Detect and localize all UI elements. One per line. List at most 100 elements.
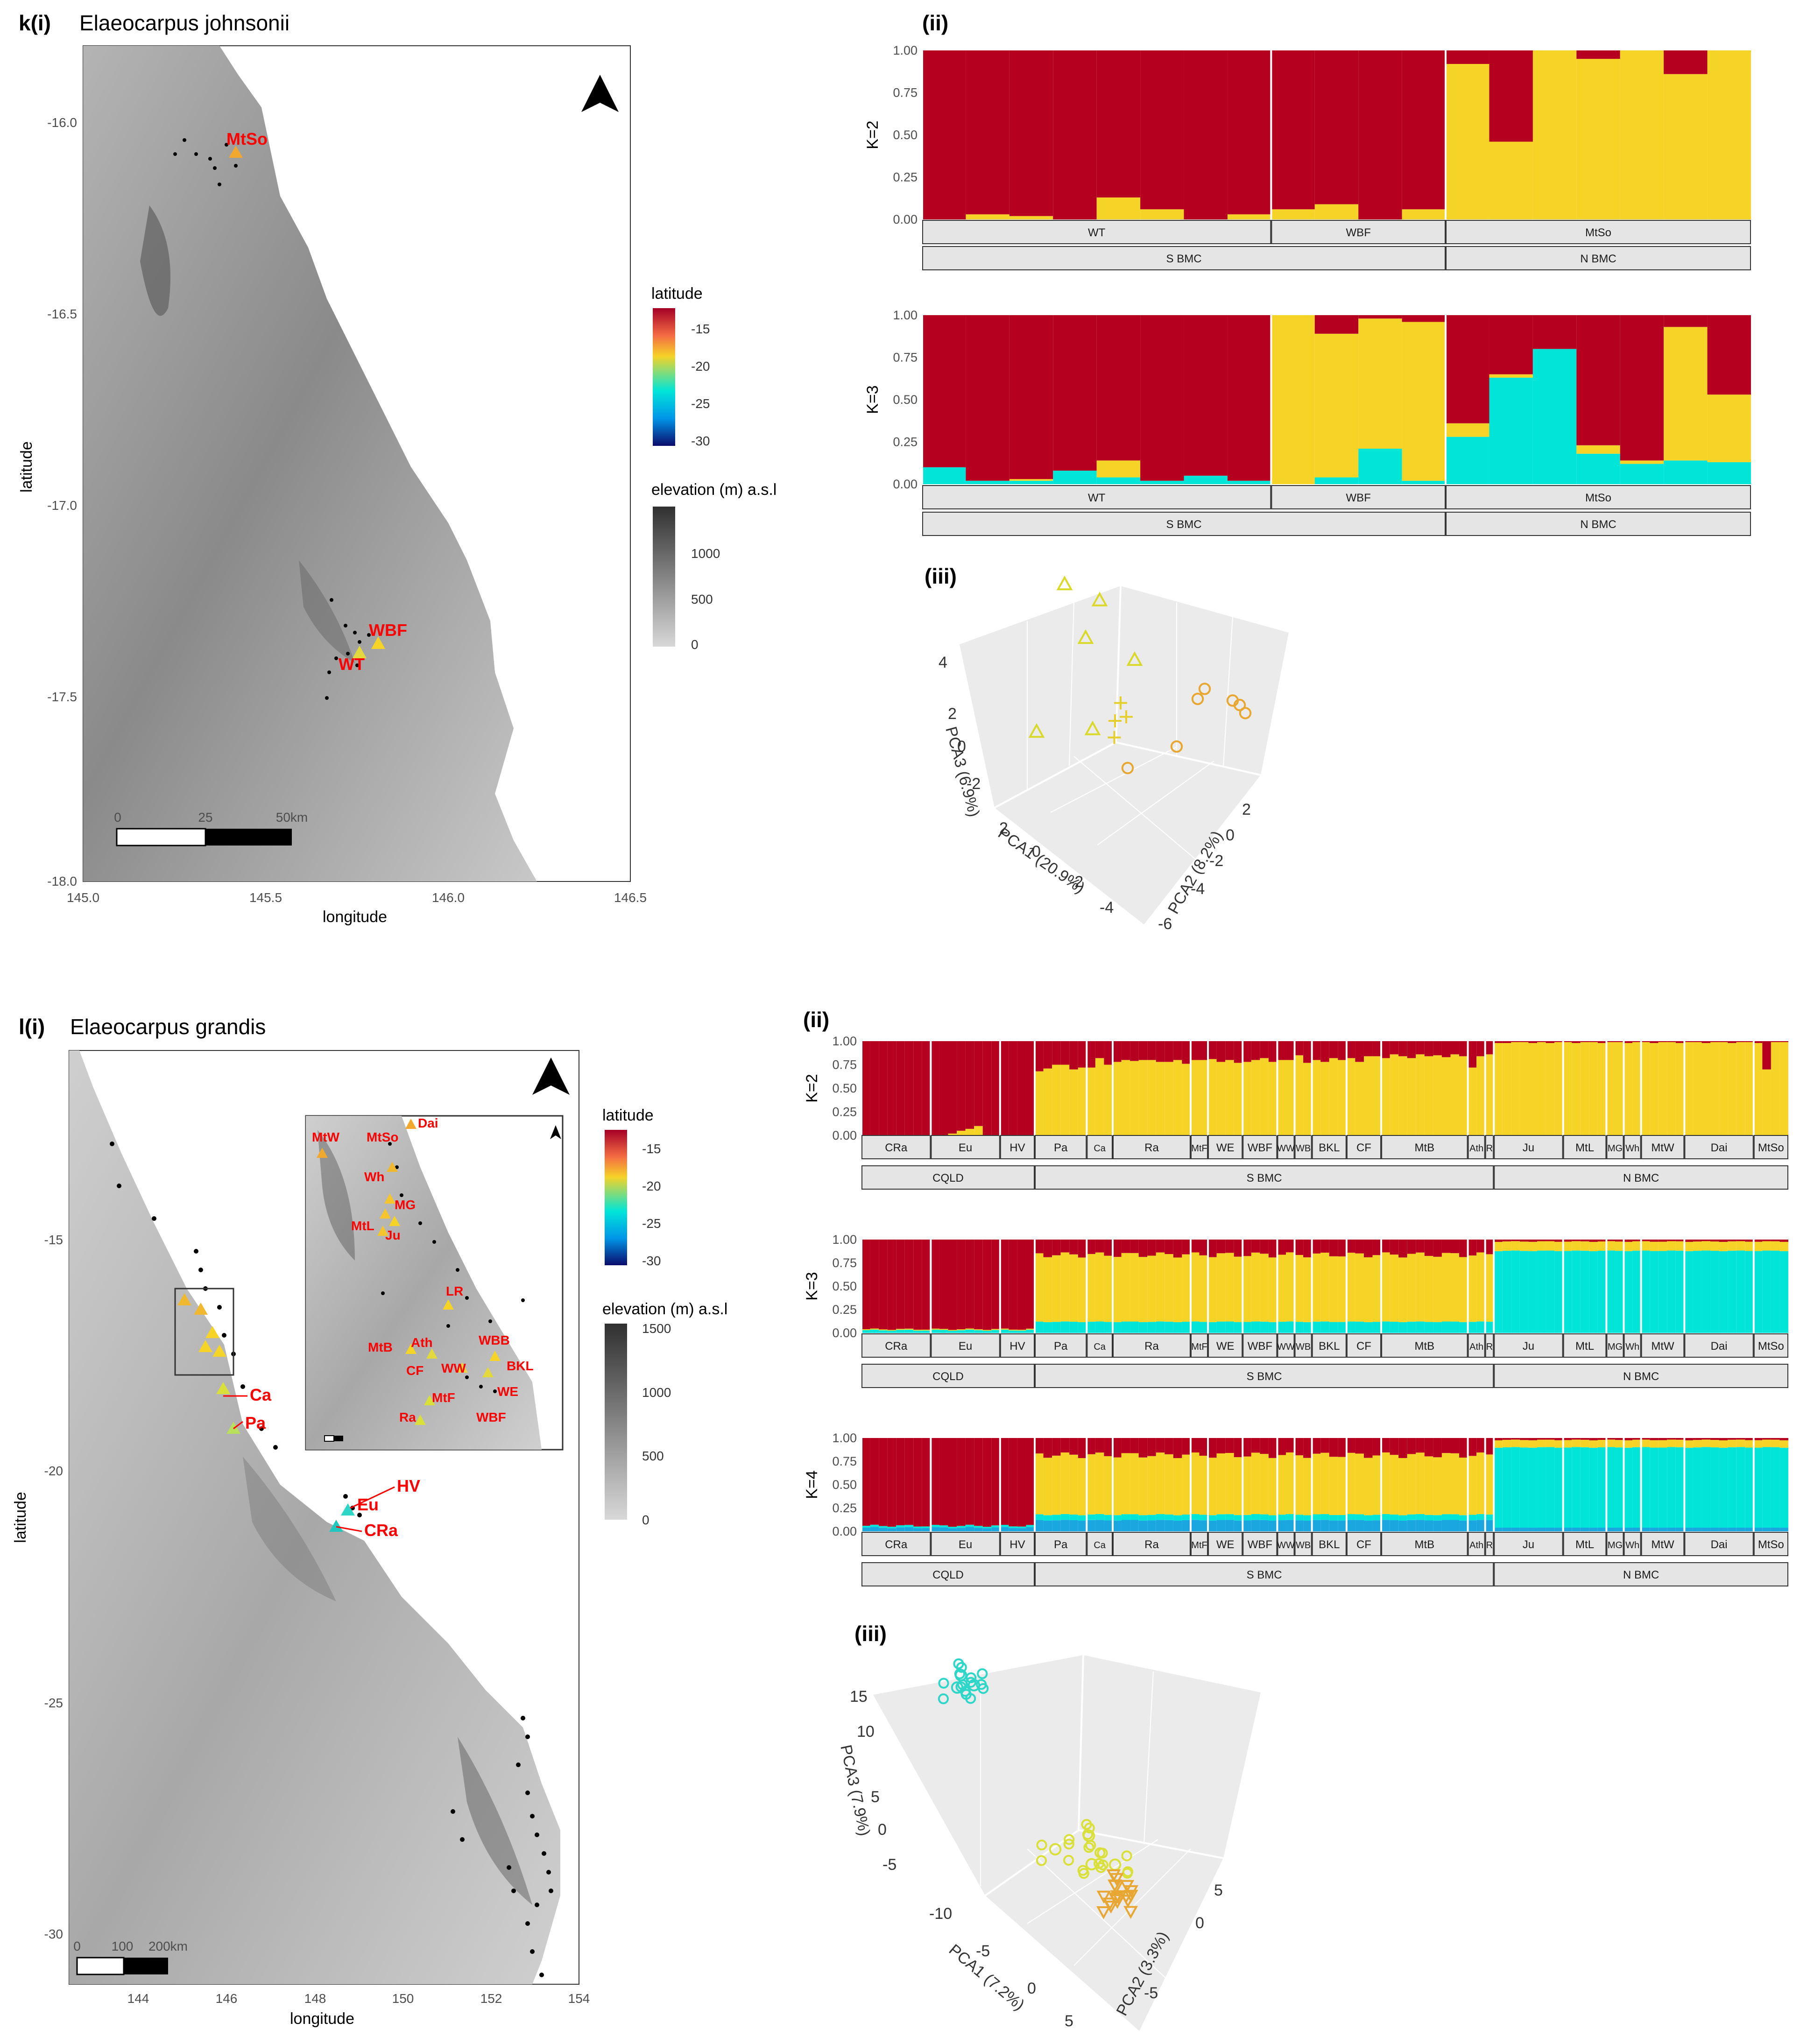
admixture-bar-segment bbox=[1035, 1520, 1044, 1531]
admixture-bar-segment bbox=[1468, 1520, 1477, 1531]
admixture-bar-segment bbox=[1372, 1041, 1382, 1057]
admixture-bar-segment bbox=[1312, 1438, 1321, 1454]
admixture-bar-segment bbox=[1130, 1453, 1139, 1515]
admixture-bar-segment bbox=[1576, 50, 1620, 59]
admixture-bar-segment bbox=[1147, 1520, 1156, 1531]
admixture-bar-segment bbox=[1208, 1438, 1217, 1458]
group-strip-label: CRa bbox=[885, 1340, 908, 1353]
admixture-bar-segment bbox=[1260, 1240, 1269, 1254]
admixture-bar-segment bbox=[1095, 1514, 1104, 1520]
group-strip bbox=[1468, 1135, 1485, 1159]
group-strip-label: CF bbox=[1356, 1340, 1371, 1353]
group-strip-label: MtL bbox=[1575, 1538, 1594, 1551]
pca-point bbox=[1077, 629, 1094, 644]
admixture-bar-segment bbox=[1035, 1453, 1044, 1515]
admixture-bar-segment bbox=[1078, 1521, 1087, 1531]
admixture-bar-segment bbox=[1615, 1251, 1624, 1333]
group-strip-label: Ath bbox=[1469, 1342, 1483, 1352]
admixture-bar-segment bbox=[904, 1438, 914, 1525]
pca-l-tick1: 5 bbox=[1065, 2012, 1073, 2030]
admixture-bar-segment bbox=[1199, 1515, 1208, 1521]
admixture-bar-segment bbox=[1589, 1251, 1598, 1333]
group-strip-label: MG bbox=[1608, 1342, 1623, 1352]
inset-site-label: LR bbox=[446, 1284, 463, 1298]
admixture-bar-segment bbox=[1576, 445, 1620, 454]
admixture-bar-segment bbox=[1346, 1438, 1355, 1453]
group-strip-label: CRa bbox=[885, 1538, 908, 1551]
admixture-bar-segment bbox=[1537, 1240, 1546, 1241]
admixture-bar-segment bbox=[1494, 1528, 1503, 1531]
l-ii-k4-plot: K=4 1.00 0.75 0.50 0.25 0.00 CRa Eu HV Pa Ca Ra MtF W… bbox=[803, 1431, 1789, 1586]
group-strip bbox=[1294, 1532, 1312, 1556]
group-strip-label: WBF bbox=[1346, 226, 1371, 239]
group-strip bbox=[1468, 1333, 1485, 1358]
group-strip-label: Dai bbox=[1711, 1538, 1728, 1551]
admixture-bar-segment bbox=[904, 1328, 914, 1330]
admixture-bar-segment bbox=[1710, 1438, 1719, 1440]
group-strip-label: Ra bbox=[1144, 1142, 1159, 1154]
admixture-bar-segment bbox=[1138, 1438, 1148, 1458]
admixture-bar-segment bbox=[1294, 1055, 1304, 1135]
pca-k-tick3: -2 bbox=[967, 775, 981, 793]
admixture-bar-segment bbox=[1009, 1041, 1017, 1135]
group-strip bbox=[1294, 1135, 1312, 1159]
admixture-bar-segment bbox=[1693, 1440, 1702, 1448]
admixture-bar-segment bbox=[1140, 315, 1184, 481]
scalebar-label: 25 bbox=[198, 810, 212, 825]
pca-l-tick2: -5 bbox=[1144, 1984, 1158, 2002]
y-tick-label: 0.75 bbox=[832, 1058, 857, 1072]
group-strip bbox=[1087, 1135, 1113, 1159]
admixture-bar-segment bbox=[1112, 1240, 1122, 1257]
admixture-bar-segment bbox=[1026, 1240, 1035, 1329]
admixture-bar-segment bbox=[1182, 1041, 1191, 1064]
admixture-bar-segment bbox=[1026, 1041, 1035, 1135]
admixture-bar-segment bbox=[1227, 214, 1271, 219]
admixture-bar-segment bbox=[1078, 1322, 1087, 1333]
group-strip-label: WE bbox=[1216, 1142, 1235, 1154]
admixture-bar-segment bbox=[1260, 1514, 1269, 1520]
admixture-bar-segment bbox=[1260, 1041, 1269, 1058]
admixture-bar-segment bbox=[957, 1130, 966, 1135]
y-tick-label: 0.25 bbox=[832, 1501, 857, 1515]
map-k-relief-2 bbox=[299, 560, 355, 663]
pca-l-tick3: 0 bbox=[878, 1821, 887, 1839]
scalebar-black bbox=[124, 1958, 168, 1974]
admixture-bar-segment bbox=[965, 1328, 974, 1330]
admixture-bar-segment bbox=[931, 1330, 939, 1333]
admixture-bar-segment bbox=[1173, 1240, 1182, 1258]
admixture-bar-segment bbox=[1078, 1067, 1087, 1135]
pca-k-tick3: 2 bbox=[948, 705, 957, 723]
group-strip bbox=[1277, 1532, 1295, 1556]
admixture-bar-segment bbox=[1277, 1240, 1286, 1255]
admixture-bar-segment bbox=[1208, 1520, 1217, 1531]
pca-k-tick3: 4 bbox=[939, 654, 947, 671]
admixture-bar-segment bbox=[1511, 1527, 1520, 1531]
admixture-bar-segment bbox=[1494, 1041, 1503, 1043]
admixture-bar-segment bbox=[1684, 1438, 1693, 1440]
admixture-bar-segment bbox=[1303, 1240, 1312, 1258]
admixture-bar-segment bbox=[1693, 1240, 1702, 1242]
y-axis-label: K=4 bbox=[803, 1470, 821, 1499]
admixture-bar-segment bbox=[1554, 1042, 1563, 1135]
admixture-bar-segment bbox=[1225, 1253, 1234, 1322]
scalebar-white bbox=[116, 828, 206, 846]
legend-l-elev-tick: 1500 bbox=[642, 1321, 671, 1336]
legend-k-lat-tick: -30 bbox=[691, 434, 710, 448]
admixture-bar-segment bbox=[1667, 1041, 1676, 1043]
admixture-bar-segment bbox=[1537, 1439, 1546, 1447]
pca-point bbox=[1123, 1906, 1138, 1919]
admixture-bar-segment bbox=[1407, 1454, 1416, 1515]
admixture-bar-segment bbox=[1589, 1440, 1598, 1448]
admixture-bar-segment bbox=[1433, 1256, 1442, 1322]
admixture-bar-segment bbox=[1710, 1447, 1719, 1528]
admixture-bar-segment bbox=[1701, 1240, 1711, 1241]
admixture-bar-segment bbox=[1664, 327, 1708, 461]
admixture-bar-segment bbox=[1658, 1241, 1667, 1251]
admixture-bar-segment bbox=[1701, 1241, 1711, 1251]
admixture-bar-segment bbox=[1190, 1452, 1200, 1514]
admixture-bar-segment bbox=[948, 1528, 957, 1531]
pca-point bbox=[965, 1677, 976, 1688]
admixture-bar-segment bbox=[1251, 1060, 1260, 1135]
admixture-bar-segment bbox=[1675, 1527, 1685, 1531]
admixture-bar-segment bbox=[1184, 315, 1228, 476]
